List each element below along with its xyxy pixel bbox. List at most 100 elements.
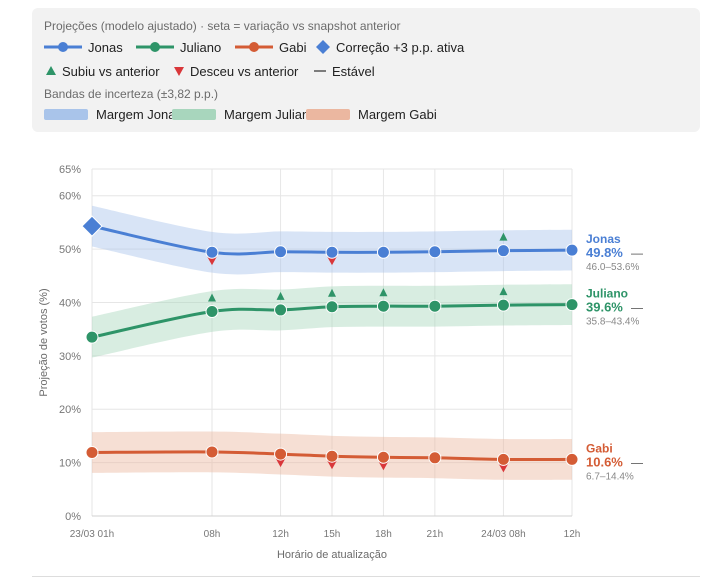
data-point-juliano bbox=[565, 298, 579, 312]
x-tick-label: 21h bbox=[427, 529, 444, 540]
correction-diamond-point bbox=[81, 215, 103, 237]
y-tick-label: 50% bbox=[59, 244, 81, 256]
x-tick-label: 24/03 08h bbox=[481, 529, 526, 540]
data-point-gabi bbox=[428, 451, 442, 465]
legend-label-jonas: Jonas bbox=[88, 39, 123, 55]
y-tick-label: 65% bbox=[59, 164, 81, 176]
y-tick-label: 10% bbox=[59, 458, 81, 470]
end-label-name-juliano: Juliano bbox=[586, 287, 628, 301]
legend-item-stable[interactable]: Estável bbox=[314, 62, 375, 80]
end-label-value-jonas: 49.8% bbox=[586, 245, 623, 260]
trend-down-marker bbox=[207, 256, 217, 266]
x-tick-label: 15h bbox=[324, 529, 341, 540]
data-point-juliano bbox=[325, 300, 339, 314]
legend-band-label-juliano: Margem Juliano bbox=[224, 106, 317, 122]
triangle-down-icon bbox=[174, 67, 184, 76]
trend-up-marker bbox=[499, 287, 508, 296]
trend-up-marker bbox=[379, 288, 388, 297]
end-label-name-gabi: Gabi bbox=[586, 441, 613, 455]
data-point-juliano bbox=[496, 298, 510, 312]
band-juliano bbox=[92, 284, 572, 358]
y-axis-title: Projeção de votos (%) bbox=[38, 288, 50, 396]
y-tick-label: 40% bbox=[59, 297, 81, 309]
legend-item-gabi[interactable]: Gabi bbox=[235, 38, 306, 56]
data-point-juliano bbox=[428, 299, 442, 313]
legend-item-up[interactable]: Subiu vs anterior bbox=[46, 62, 160, 80]
data-point-gabi bbox=[205, 445, 219, 459]
legend-item-jonas[interactable]: Jonas bbox=[44, 38, 123, 56]
diamond-icon bbox=[316, 40, 330, 54]
end-label-range-jonas: 46.0–53.6% bbox=[586, 262, 639, 273]
trend-up-marker bbox=[208, 293, 216, 302]
legend-label-down: Desceu vs anterior bbox=[190, 63, 299, 79]
y-tick-label: 20% bbox=[59, 404, 81, 416]
trend-down-marker bbox=[327, 460, 337, 470]
legend-item-correction[interactable]: Correção +3 p.p. ativa bbox=[316, 38, 464, 56]
data-point-jonas bbox=[376, 245, 390, 259]
band-swatch-gabi bbox=[306, 108, 350, 120]
trend-up-marker bbox=[276, 291, 285, 300]
triangle-up-icon bbox=[46, 66, 56, 75]
trend-down-marker bbox=[378, 461, 389, 471]
end-label-trend-jonas: — bbox=[631, 246, 643, 260]
data-point-juliano bbox=[205, 305, 219, 319]
legend-panel: Projeções (modelo ajustado) · seta = var… bbox=[32, 8, 700, 132]
data-point-gabi bbox=[325, 449, 339, 463]
data-point-gabi bbox=[565, 452, 579, 466]
bands-title: Bandas de incerteza (±3,82 p.p.) bbox=[44, 87, 219, 101]
data-point-juliano bbox=[376, 299, 390, 313]
legend-line-dot-icon bbox=[235, 42, 273, 52]
end-label-name-jonas: Jonas bbox=[586, 232, 621, 246]
trend-up-marker bbox=[328, 288, 336, 297]
band-swatch-jonas bbox=[44, 108, 88, 120]
legend-label-correction: Correção +3 p.p. ativa bbox=[336, 39, 465, 55]
x-tick-label: 23/03 01h bbox=[70, 529, 115, 540]
legend-label-stable: Estável bbox=[332, 63, 375, 79]
data-point-gabi bbox=[496, 452, 510, 466]
bottom-divider bbox=[32, 576, 700, 577]
legend-line-dot-icon bbox=[44, 42, 82, 52]
y-tick-label: 0% bbox=[65, 511, 81, 523]
legend-line-dot-icon bbox=[136, 42, 174, 52]
end-label-value-juliano: 39.6% bbox=[586, 300, 623, 315]
data-point-jonas bbox=[274, 245, 288, 259]
x-axis-title: Horário de atualização bbox=[277, 549, 387, 561]
trend-down-marker bbox=[327, 256, 337, 266]
data-point-jonas bbox=[496, 244, 510, 258]
end-label-range-juliano: 35.8–43.4% bbox=[586, 317, 639, 328]
data-point-juliano bbox=[85, 330, 99, 344]
legend-label-juliano: Juliano bbox=[180, 39, 222, 55]
y-tick-label: 60% bbox=[59, 191, 81, 203]
legend-item-juliano[interactable]: Juliano bbox=[136, 38, 221, 56]
legend-title: Projeções (modelo ajustado) · seta = var… bbox=[44, 19, 401, 33]
legend-label-up: Subiu vs anterior bbox=[62, 63, 160, 79]
data-point-jonas bbox=[565, 243, 579, 257]
legend-band-jonas[interactable]: Margem Jonas bbox=[44, 105, 182, 123]
legend-band-gabi[interactable]: Margem Gabi bbox=[306, 105, 437, 123]
legend-label-gabi: Gabi bbox=[279, 39, 307, 55]
trend-up-marker bbox=[499, 232, 508, 241]
legend-item-down[interactable]: Desceu vs anterior bbox=[174, 62, 298, 80]
data-point-jonas bbox=[205, 245, 219, 259]
x-tick-label: 12h bbox=[564, 529, 581, 540]
trend-down-marker bbox=[275, 458, 286, 468]
x-tick-label: 08h bbox=[204, 529, 221, 540]
data-point-gabi bbox=[274, 447, 288, 461]
data-point-gabi bbox=[376, 450, 390, 464]
legend-band-label-gabi: Margem Gabi bbox=[358, 106, 437, 122]
end-label-trend-juliano: — bbox=[631, 301, 643, 315]
data-point-jonas bbox=[428, 245, 442, 259]
band-swatch-juliano bbox=[172, 108, 216, 120]
data-point-juliano bbox=[274, 303, 288, 317]
data-point-gabi bbox=[85, 445, 99, 459]
end-label-value-gabi: 10.6% bbox=[586, 454, 623, 469]
dash-icon bbox=[314, 70, 326, 72]
legend-band-label-jonas: Margem Jonas bbox=[96, 106, 182, 122]
legend-band-juliano[interactable]: Margem Juliano bbox=[172, 105, 317, 123]
x-tick-label: 18h bbox=[375, 529, 392, 540]
end-label-trend-gabi: — bbox=[631, 455, 643, 469]
x-tick-label: 12h bbox=[272, 529, 289, 540]
data-point-jonas bbox=[325, 245, 339, 259]
y-tick-label: 30% bbox=[59, 351, 81, 363]
